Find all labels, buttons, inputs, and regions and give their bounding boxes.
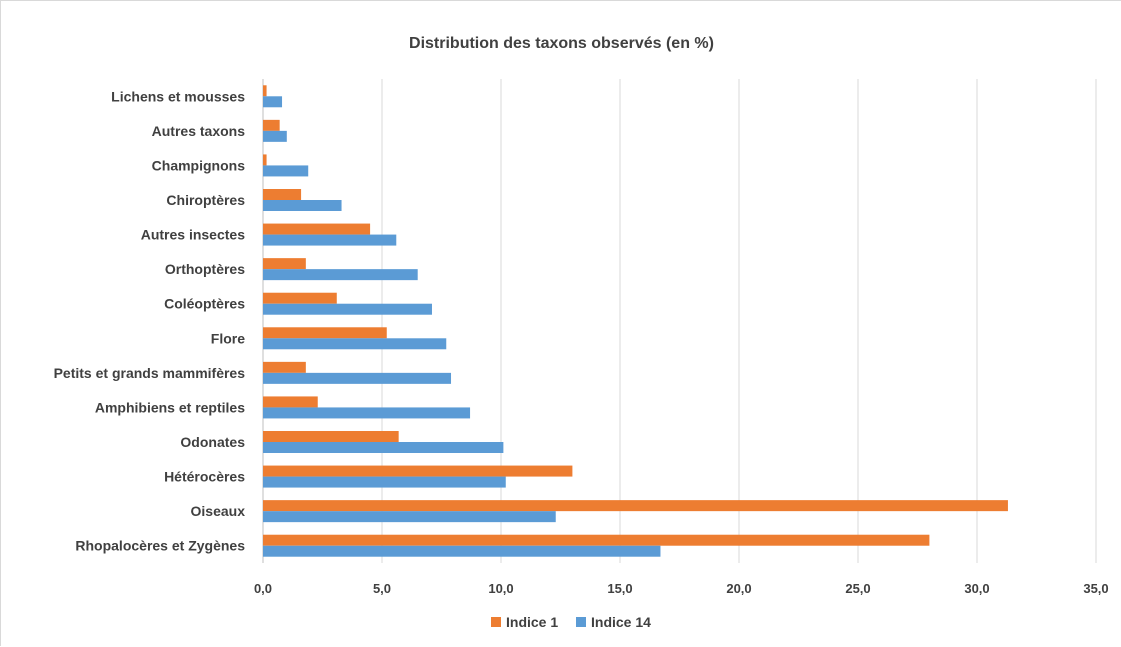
category-label: Autres insectes: [141, 227, 245, 243]
x-tick-label: 0,0: [254, 581, 272, 596]
category-label: Chiroptères: [166, 192, 245, 208]
bar-indice-1: [263, 223, 371, 235]
category-label: Amphibiens et reptiles: [95, 399, 245, 415]
category-label: Hétérocères: [164, 469, 245, 485]
bar-indice-14: [263, 234, 397, 246]
bar-indice-1: [263, 292, 337, 304]
bar-indice-1: [263, 465, 573, 477]
bar-indice-1: [263, 189, 302, 200]
legend-label: Indice 14: [591, 614, 651, 630]
category-label: Coléoptères: [164, 296, 245, 312]
bar-indice-14: [263, 372, 452, 384]
bar-indice-14: [263, 130, 287, 142]
x-tick-label: 10,0: [488, 581, 513, 596]
bar-indice-1: [263, 85, 267, 97]
bar-indice-1: [263, 119, 280, 131]
category-label: Flore: [211, 330, 245, 346]
bar-indice-14: [263, 165, 309, 177]
bar-indice-1: [263, 396, 318, 408]
x-tick-label: 20,0: [726, 581, 751, 596]
x-tick-label: 30,0: [964, 581, 989, 596]
bar-indice-1: [263, 327, 387, 339]
category-label: Oiseaux: [191, 503, 246, 519]
bar-indice-1: [263, 154, 267, 166]
bar-indice-14: [263, 407, 471, 419]
legend-swatch: [491, 617, 501, 627]
bar-indice-14: [263, 442, 504, 453]
bar-indice-1: [263, 361, 306, 373]
bar-indice-1: [263, 534, 930, 546]
category-label: Odonates: [180, 434, 245, 450]
category-label: Petits et grands mammifères: [54, 365, 246, 381]
category-label: Lichens et mousses: [111, 88, 245, 104]
bar-indice-14: [263, 338, 447, 350]
bar-indice-1: [263, 500, 1008, 512]
category-label: Rhopalocères et Zygènes: [75, 538, 245, 554]
legend-swatch: [576, 617, 586, 627]
category-label: Orthoptères: [165, 261, 245, 277]
x-tick-label: 5,0: [373, 581, 391, 596]
bar-indice-14: [263, 200, 342, 211]
chart-title: Distribution des taxons observés (en %): [409, 35, 714, 52]
bar-indice-14: [263, 269, 418, 281]
x-tick-label: 15,0: [607, 581, 632, 596]
bar-indice-14: [263, 96, 283, 108]
bar-indice-14: [263, 545, 661, 557]
bar-indice-14: [263, 511, 556, 523]
bar-indice-14: [263, 303, 432, 315]
bar-indice-1: [263, 431, 399, 442]
category-label: Autres taxons: [152, 123, 246, 139]
bar-indice-14: [263, 476, 506, 488]
x-tick-label: 35,0: [1083, 581, 1108, 596]
legend-label: Indice 1: [506, 614, 558, 630]
x-tick-label: 25,0: [845, 581, 870, 596]
category-label: Champignons: [152, 157, 246, 173]
bar-indice-1: [263, 258, 306, 270]
